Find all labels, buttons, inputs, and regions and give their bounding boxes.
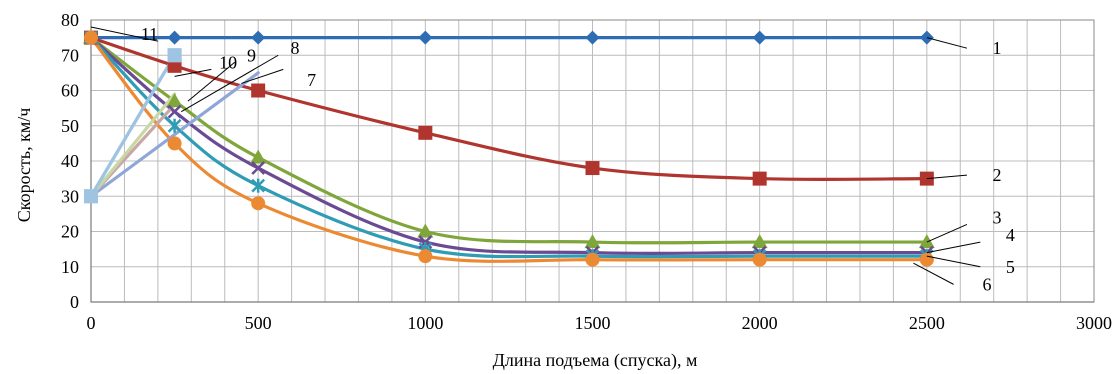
series-line-9: [89, 92, 177, 198]
data-point-series-3: [584, 234, 601, 249]
data-point-series-6: [418, 249, 433, 264]
data-point-series-2: [418, 125, 433, 140]
y-tick-label: 80: [61, 10, 79, 30]
data-point-series-1: [752, 30, 767, 45]
data-point-series-11: [84, 189, 98, 204]
data-point-series-3: [417, 223, 434, 238]
y-tick-label: 50: [61, 116, 79, 136]
x-tick-label: 1000: [407, 313, 443, 333]
data-point-series-1: [251, 30, 266, 45]
series-markers: [83, 29, 935, 267]
series-line-3: [89, 36, 929, 245]
data-point-series-2: [752, 171, 767, 186]
callout-line-3: [926, 223, 968, 243]
series-label-2: 2: [993, 165, 1002, 185]
data-point-series-1: [585, 30, 600, 45]
series-label-8: 8: [290, 38, 299, 58]
data-point-series-3: [751, 234, 768, 249]
callout-line-8: [181, 54, 279, 113]
data-point-series-2: [585, 161, 600, 176]
series-label-5: 5: [1006, 257, 1015, 277]
callout-line-4: [926, 241, 981, 254]
data-point-series-2: [167, 58, 182, 73]
y-tick-label: 10: [61, 257, 79, 277]
x-tick-label: 500: [245, 313, 272, 333]
series-label-11: 11: [141, 24, 158, 44]
callout-line-7: [241, 68, 284, 84]
tick-labels: 0 500 1000 1500 2000 2500 3000 0 10 20 30 40 50 60 70 8…: [61, 10, 1112, 333]
series-lines: [89, 36, 929, 263]
y-tick-label: 40: [61, 151, 79, 171]
x-tick-label: 0: [87, 313, 96, 333]
callout-line-11: [90, 26, 158, 42]
callout-line-9: [187, 61, 236, 102]
data-point-series-1: [167, 30, 182, 45]
series-label-4: 4: [1006, 225, 1015, 245]
series-line-11: [89, 53, 177, 198]
x-tick-label: 2000: [742, 313, 778, 333]
data-point-series-3: [250, 149, 267, 164]
series-label-10: 10: [219, 52, 237, 72]
x-tick-label: 2500: [909, 313, 945, 333]
data-point-series-6: [919, 252, 934, 267]
y-axis-title: Скорость, км/ч: [14, 108, 34, 223]
callout-line-10: [174, 68, 212, 77]
y-tick-label: 0: [70, 292, 79, 312]
data-point-series-3: [918, 234, 935, 249]
series-line-6: [89, 36, 929, 263]
y-tick-label: 70: [61, 45, 79, 65]
axes: [90, 19, 1095, 303]
data-point-series-2: [251, 83, 266, 98]
series-label-3: 3: [993, 207, 1002, 227]
callout-line-2: [926, 174, 967, 180]
data-point-series-6: [251, 196, 266, 211]
y-tick-label: 60: [61, 81, 79, 101]
y-tick-label: 30: [61, 186, 79, 206]
data-point-series-4: [251, 161, 266, 175]
x-axis-title: Длина подъема (спуска), м: [493, 350, 698, 371]
series-line-4: [89, 36, 929, 256]
data-point-series-3: [166, 93, 183, 108]
callout-line-5: [926, 255, 981, 268]
series-label-7: 7: [307, 70, 316, 90]
x-tick-label: 1500: [575, 313, 611, 333]
callout-line-1: [926, 37, 968, 49]
y-tick-label: 20: [61, 222, 79, 242]
data-point-series-6: [167, 136, 182, 151]
x-tick-label: 3000: [1076, 313, 1112, 333]
data-point-series-11: [167, 48, 182, 63]
series-line-5: [89, 36, 929, 259]
data-point-series-6: [752, 252, 767, 267]
data-point-series-4: [167, 104, 182, 119]
series-label-1: 1: [993, 38, 1002, 58]
series-label-6: 6: [983, 274, 992, 294]
data-point-series-6: [84, 30, 98, 45]
callout-line-6: [913, 262, 954, 285]
series-line-2: [89, 36, 929, 182]
data-point-series-5: [167, 118, 182, 133]
data-point-series-1: [418, 30, 433, 45]
series-line-7: [89, 71, 260, 198]
series-label-9: 9: [247, 45, 256, 65]
data-point-series-6: [585, 252, 600, 267]
data-point-series-5: [251, 178, 266, 193]
